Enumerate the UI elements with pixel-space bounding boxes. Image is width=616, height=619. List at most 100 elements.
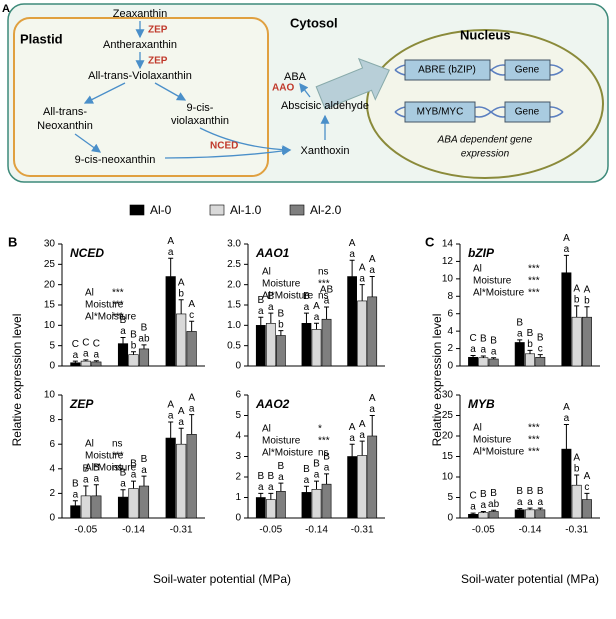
- error-bar: [369, 415, 375, 436]
- stat-factor: Al*Moisture: [473, 447, 525, 458]
- bar: [571, 316, 582, 367]
- y-tick-label: 6: [49, 439, 55, 450]
- error-bar: [574, 305, 580, 318]
- stat-factor: Al: [473, 423, 482, 434]
- y-tick-label: 10: [442, 273, 454, 284]
- chart-title: NCED: [70, 246, 104, 260]
- error-bar: [120, 337, 126, 344]
- error-bar: [93, 360, 99, 362]
- stat-factor: Moisture: [262, 436, 301, 447]
- y-tick-label: 6: [235, 390, 241, 401]
- bar: [80, 495, 91, 519]
- letter-upper: A: [584, 471, 591, 482]
- error-bar: [324, 306, 330, 320]
- letter-lower: a: [324, 296, 330, 307]
- y-tick-label: 4: [235, 431, 241, 442]
- y-tick-label: 1.0: [227, 320, 241, 331]
- letter-upper: B: [130, 459, 137, 470]
- y-tick-label: 0: [447, 513, 453, 524]
- letter-upper: B: [323, 452, 330, 463]
- y-tick-label: 0.5: [227, 340, 241, 351]
- letter-upper: A: [563, 233, 570, 244]
- letter-upper: B: [490, 335, 497, 346]
- stat-factor: Al*Moisture: [85, 463, 137, 474]
- error-bar: [584, 306, 590, 318]
- letter-lower: a: [268, 482, 274, 493]
- letter-upper: B: [141, 454, 148, 465]
- error-bar: [314, 480, 319, 490]
- y-tick-label: 3.0: [227, 239, 241, 250]
- letter-upper: B: [267, 471, 274, 482]
- error-bar: [131, 480, 136, 489]
- letter-upper: C: [469, 333, 476, 344]
- error-bar: [470, 512, 476, 515]
- letter-lower: a: [268, 302, 274, 313]
- y-tick-label: 0: [49, 361, 55, 372]
- stat-sig: ***: [528, 276, 540, 287]
- letter-lower: b: [574, 295, 580, 306]
- bar: [276, 491, 286, 519]
- chart-title: MYB: [468, 397, 495, 411]
- letter-upper: B: [130, 329, 137, 340]
- stat-sig: ***: [528, 264, 540, 275]
- y-tick-label: 2.0: [227, 279, 241, 290]
- error-bar: [314, 322, 319, 330]
- letter-lower: a: [517, 497, 523, 508]
- error-bar: [168, 257, 174, 277]
- arrow: [83, 82, 126, 104]
- letter-lower: a: [168, 411, 174, 422]
- letter-lower: b: [178, 288, 184, 299]
- letter-lower: a: [314, 470, 320, 481]
- error-bar: [268, 312, 274, 324]
- letter-upper: B: [516, 486, 523, 497]
- bar: [468, 514, 479, 519]
- error-bar: [268, 492, 274, 500]
- letter-upper: A: [313, 301, 320, 312]
- bar: [265, 322, 276, 367]
- error-bar: [278, 330, 284, 336]
- letter-upper: A: [188, 299, 195, 310]
- bar: [357, 455, 368, 519]
- letter-lower: a: [258, 306, 264, 317]
- y-tick-label: 0: [447, 361, 453, 372]
- letter-upper: C: [72, 339, 79, 350]
- letter-upper: A: [349, 238, 356, 249]
- y-tick-label: 25: [44, 259, 56, 270]
- letter-lower: c: [538, 343, 543, 354]
- error-bar: [491, 509, 497, 512]
- letter-upper: A: [563, 402, 570, 413]
- arrow: [164, 146, 292, 159]
- letter-upper: C: [82, 338, 89, 349]
- stat-sig: ***: [528, 447, 540, 458]
- stat-factor: Al*Moisture: [262, 448, 314, 459]
- stat-factor: Al*Moisture: [473, 288, 525, 299]
- y-tick-label: 14: [442, 239, 454, 250]
- letter-upper: B: [93, 462, 100, 473]
- compound: Antheraxanthin: [103, 39, 177, 51]
- arrow: [299, 82, 311, 98]
- error-bar: [120, 489, 126, 498]
- stat-factor: Moisture: [473, 276, 512, 287]
- letter-lower: a: [258, 482, 264, 493]
- stat-sig: ns: [318, 448, 329, 459]
- y-tick-label: 5: [235, 410, 241, 421]
- letter-upper: B: [303, 291, 310, 302]
- x-tick-label: -0.05: [472, 525, 495, 536]
- legend-swatch: [209, 204, 225, 216]
- y-tick-label: 20: [44, 279, 56, 290]
- stat-factor: Moisture: [473, 435, 512, 446]
- bar: [91, 495, 102, 519]
- error-bar: [349, 259, 355, 277]
- y-tick-label: 8: [447, 291, 453, 302]
- x-axis-label: Soil-water potential (MPa): [153, 572, 291, 586]
- stat-sig: ns: [112, 463, 123, 474]
- error-bar: [324, 473, 330, 485]
- abre-box: [404, 59, 491, 81]
- legend-label: Al-1.0: [230, 203, 262, 217]
- error-bar: [189, 320, 195, 332]
- letter-lower: a: [564, 413, 570, 424]
- letter-lower: a: [314, 312, 320, 323]
- bar: [186, 434, 197, 519]
- compound: 9-cis-neoxanthin: [75, 154, 156, 166]
- letter-lower: a: [470, 502, 476, 513]
